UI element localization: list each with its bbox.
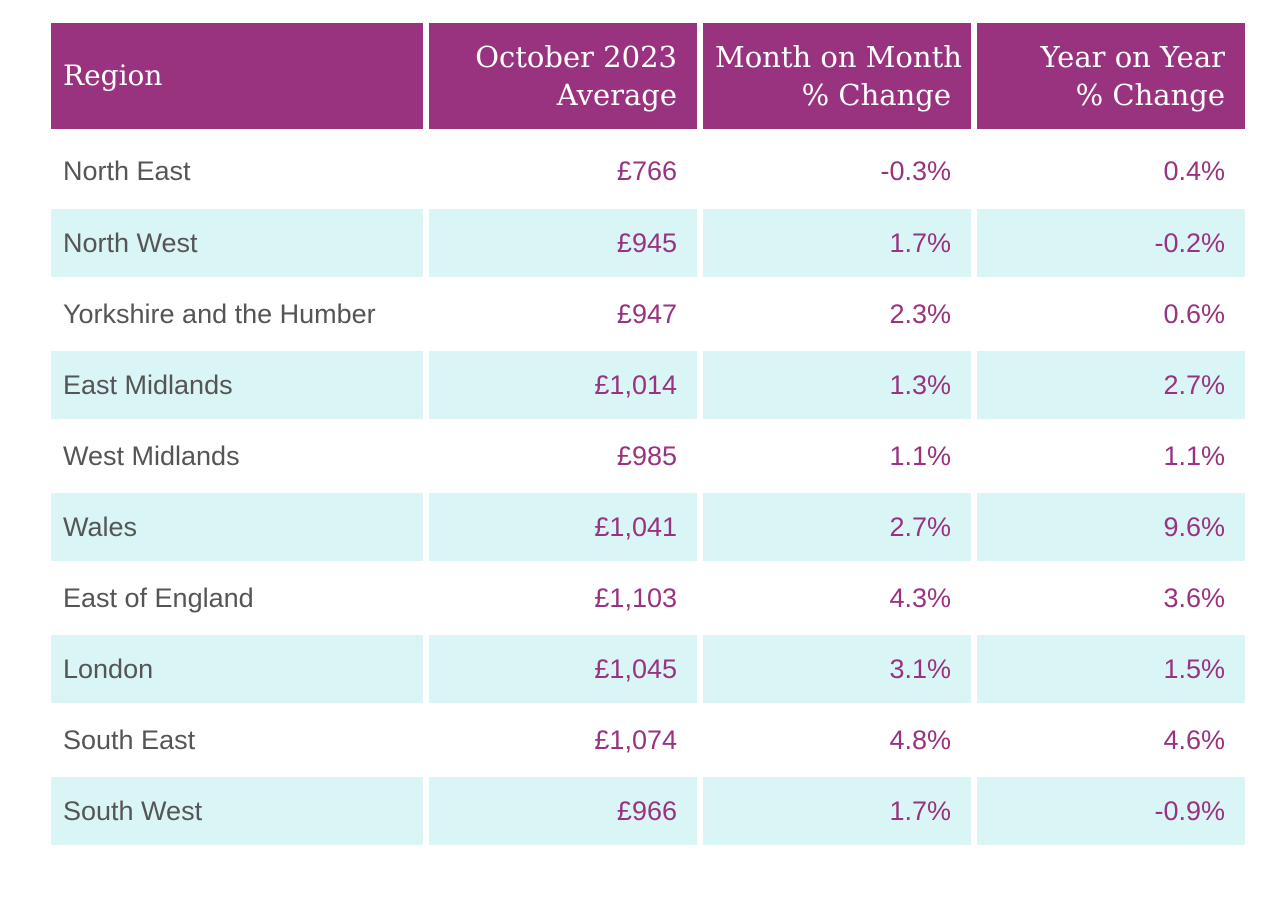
header-average: October 2023 Average bbox=[429, 23, 697, 129]
cell-average: £966 bbox=[429, 777, 697, 845]
header-yoy: Year on Year % Change bbox=[977, 23, 1245, 129]
cell-average: £1,103 bbox=[594, 582, 677, 613]
table-row: East Midlands £1,014 1.3% 2.7% bbox=[51, 351, 1245, 419]
header-average-line-1: October 2023 bbox=[475, 40, 677, 74]
cell-region: South West bbox=[51, 777, 423, 845]
cell-mom: 1.7% bbox=[703, 777, 971, 845]
cell-yoy: 2.7% bbox=[977, 351, 1245, 419]
cell-average: £985 bbox=[616, 440, 677, 471]
cell-average: £947 bbox=[616, 298, 677, 329]
cell-average: £1,074 bbox=[594, 724, 677, 755]
cell-region: Wales bbox=[51, 493, 423, 561]
header-yoy-line-2: % Change bbox=[1075, 78, 1225, 112]
cell-yoy: 0.4% bbox=[1163, 155, 1225, 186]
cell-mom: 3.1% bbox=[703, 635, 971, 703]
cell-mom: 4.8% bbox=[889, 724, 951, 755]
cell-region: West Midlands bbox=[63, 440, 240, 471]
cell-yoy: 4.6% bbox=[1163, 724, 1225, 755]
cell-region: North East bbox=[63, 155, 191, 186]
cell-yoy: 9.6% bbox=[977, 493, 1245, 561]
cell-region: South East bbox=[63, 724, 196, 755]
table-row: South East £1,074 4.8% 4.6% bbox=[51, 703, 1245, 777]
cell-yoy: 3.6% bbox=[1163, 582, 1225, 613]
cell-region: North West bbox=[51, 209, 423, 277]
cell-yoy: -0.9% bbox=[977, 777, 1245, 845]
cell-region: Yorkshire and the Humber bbox=[63, 298, 376, 329]
table-row: Yorkshire and the Humber £947 2.3% 0.6% bbox=[51, 277, 1245, 351]
header-region: Region bbox=[51, 23, 423, 129]
table-row: London £1,045 3.1% 1.5% bbox=[51, 635, 1245, 703]
cell-mom: -0.3% bbox=[880, 155, 951, 186]
table-row: Wales £1,041 2.7% 9.6% bbox=[51, 493, 1245, 561]
cell-average: £1,014 bbox=[429, 351, 697, 419]
table-body: North East £766 -0.3% 0.4% North West £9… bbox=[51, 129, 1245, 845]
table-row: West Midlands £985 1.1% 1.1% bbox=[51, 419, 1245, 493]
cell-mom: 2.3% bbox=[889, 298, 951, 329]
rent-table-container: Region October 2023 Average Month on Mon… bbox=[51, 23, 1245, 845]
regional-rent-table: Region October 2023 Average Month on Mon… bbox=[45, 23, 1251, 845]
cell-average: £766 bbox=[616, 155, 677, 186]
table-header: Region October 2023 Average Month on Mon… bbox=[51, 23, 1245, 129]
cell-average: £1,041 bbox=[429, 493, 697, 561]
header-yoy-line-1: Year on Year bbox=[1040, 40, 1225, 74]
header-mom-line-2: % Change bbox=[801, 78, 951, 112]
table-row: South West £966 1.7% -0.9% bbox=[51, 777, 1245, 845]
cell-region: East of England bbox=[63, 582, 254, 613]
header-average-line-2: Average bbox=[556, 78, 677, 112]
cell-yoy: 0.6% bbox=[1163, 298, 1225, 329]
cell-region: London bbox=[51, 635, 423, 703]
header-mom-line-1: Month on Month bbox=[715, 40, 962, 74]
cell-yoy: 1.1% bbox=[1163, 440, 1225, 471]
cell-mom: 1.1% bbox=[889, 440, 951, 471]
header-mom: Month on Month % Change bbox=[703, 23, 971, 129]
table-row: North West £945 1.7% -0.2% bbox=[51, 209, 1245, 277]
cell-yoy: -0.2% bbox=[977, 209, 1245, 277]
table-row: North East £766 -0.3% 0.4% bbox=[51, 129, 1245, 209]
cell-average: £945 bbox=[429, 209, 697, 277]
cell-mom: 1.7% bbox=[703, 209, 971, 277]
cell-mom: 1.3% bbox=[703, 351, 971, 419]
cell-mom: 4.3% bbox=[889, 582, 951, 613]
header-row: Region October 2023 Average Month on Mon… bbox=[51, 23, 1245, 129]
cell-region: East Midlands bbox=[51, 351, 423, 419]
cell-mom: 2.7% bbox=[703, 493, 971, 561]
cell-yoy: 1.5% bbox=[977, 635, 1245, 703]
cell-average: £1,045 bbox=[429, 635, 697, 703]
table-row: East of England £1,103 4.3% 3.6% bbox=[51, 561, 1245, 635]
